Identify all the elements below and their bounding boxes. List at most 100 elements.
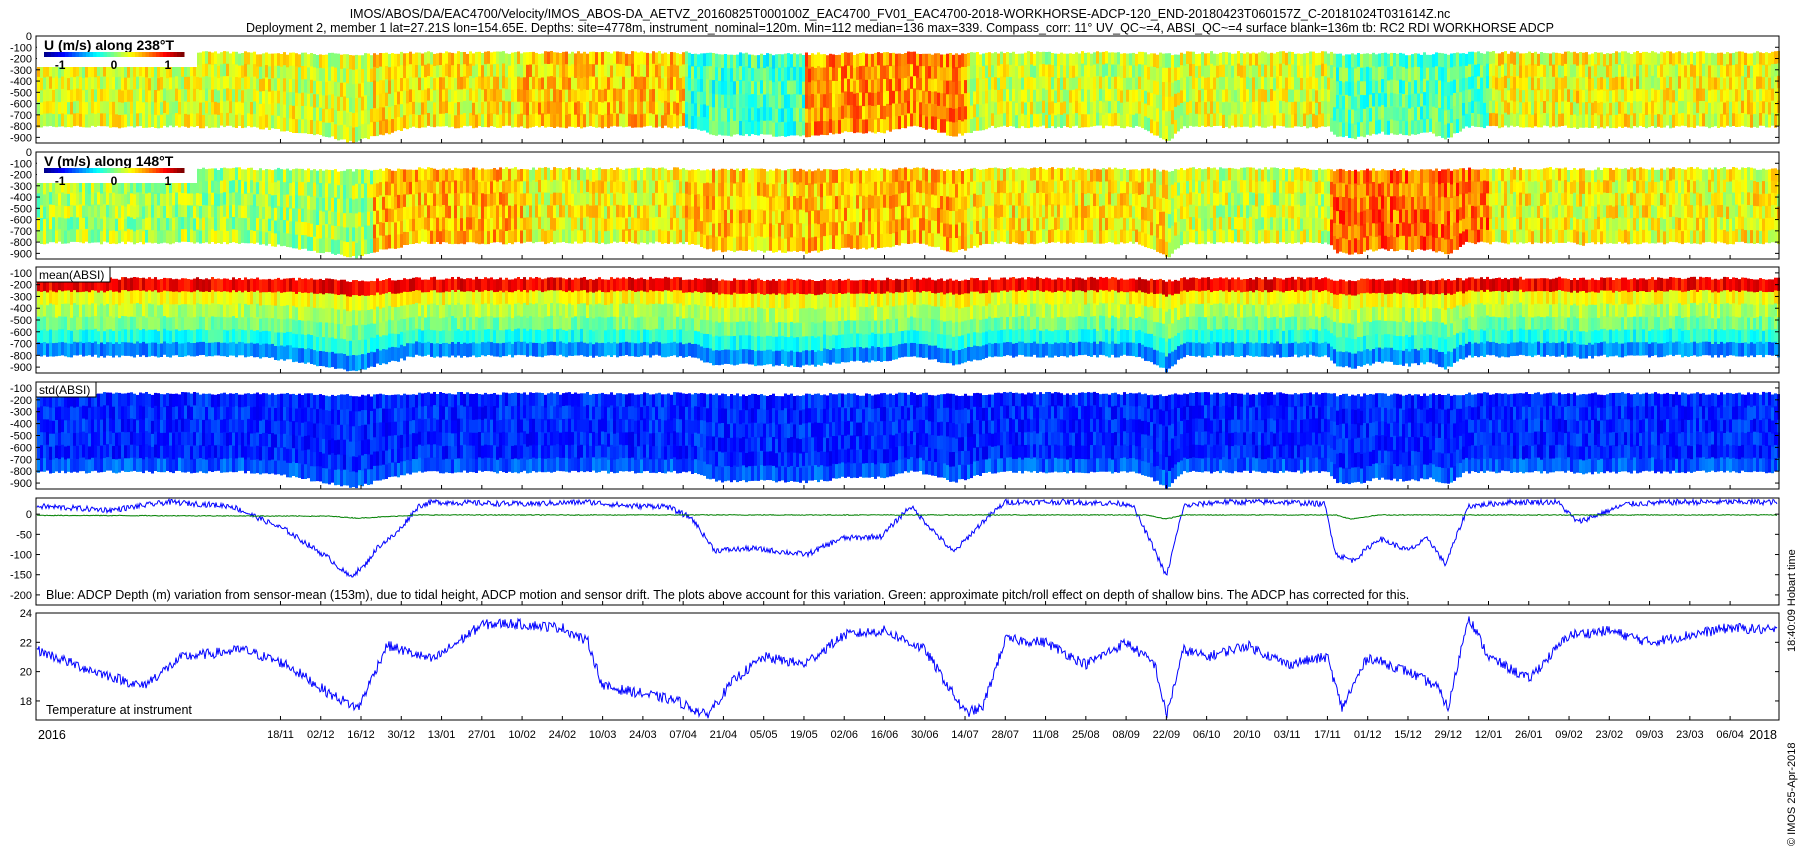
heatmap-cell	[811, 53, 814, 68]
heatmap-cell	[229, 53, 232, 66]
heatmap-cell	[340, 198, 343, 214]
heatmap-cell	[1264, 52, 1267, 66]
heatmap-cell	[1258, 52, 1261, 66]
heatmap-cell	[1480, 102, 1483, 115]
heatmap-cell	[949, 121, 952, 136]
heatmap-cell	[667, 53, 670, 67]
heatmap-cell	[1066, 102, 1069, 115]
heatmap-cell	[478, 76, 481, 90]
heatmap-cell	[1141, 77, 1144, 91]
colorbar-swatch	[145, 52, 150, 57]
heatmap-cell	[547, 180, 550, 194]
heatmap-cell	[109, 230, 112, 244]
heatmap-cell	[424, 229, 427, 243]
heatmap-cell	[1462, 103, 1465, 117]
heatmap-cell	[484, 51, 487, 65]
heatmap-cell	[1327, 65, 1330, 79]
heatmap-cell	[373, 66, 376, 82]
heatmap-cell	[508, 101, 511, 114]
heatmap-cell	[970, 92, 973, 107]
heatmap-cell	[235, 192, 238, 206]
heatmap-cell	[940, 67, 943, 81]
heatmap-cell	[493, 180, 496, 194]
heatmap-cell	[226, 100, 229, 114]
heatmap-cell	[253, 64, 256, 78]
heatmap-cell	[1273, 102, 1276, 116]
heatmap-cell	[571, 101, 574, 115]
heatmap-cell	[730, 236, 733, 251]
heatmap-cell	[1201, 100, 1204, 114]
heatmap-cell	[1051, 113, 1054, 127]
heatmap-cell	[1147, 105, 1150, 119]
heatmap-cell	[637, 167, 640, 181]
heatmap-cell	[1378, 53, 1381, 68]
heatmap-cell	[859, 79, 862, 94]
heatmap-cell	[124, 218, 127, 232]
heatmap-cell	[184, 217, 187, 230]
heatmap-cell	[556, 180, 559, 194]
heatmap-cell	[580, 90, 583, 104]
heatmap-cell	[340, 212, 343, 227]
heatmap-cell	[493, 217, 496, 231]
heatmap-cell	[586, 89, 589, 103]
heatmap-cell	[1591, 90, 1594, 104]
heatmap-cell	[337, 67, 340, 83]
heatmap-cell	[1609, 90, 1612, 104]
heatmap-cell	[181, 113, 184, 127]
heatmap-cell	[607, 77, 610, 91]
heatmap-cell	[487, 181, 490, 195]
heatmap-cell	[505, 192, 508, 207]
heatmap-cell	[865, 53, 868, 68]
heatmap-cell	[490, 113, 493, 127]
heatmap-cell	[1195, 89, 1198, 103]
heatmap-cell	[298, 106, 301, 121]
heatmap-cell	[1387, 120, 1390, 135]
heatmap-cell	[1363, 95, 1366, 110]
heatmap-cell	[916, 113, 919, 127]
heatmap-cell	[1081, 89, 1084, 103]
heatmap-cell	[595, 205, 598, 219]
heatmap-cell	[1192, 101, 1195, 115]
heatmap-cell	[571, 113, 574, 127]
heatmap-cell	[985, 52, 988, 66]
heatmap-cell	[307, 93, 310, 108]
heatmap-cell	[1453, 93, 1456, 107]
heatmap-cell	[736, 94, 739, 108]
heatmap-cell	[757, 121, 760, 136]
heatmap-cell	[463, 100, 466, 114]
heatmap-cell	[202, 230, 205, 244]
heatmap-cell	[601, 52, 604, 66]
heatmap-cell	[1030, 89, 1033, 103]
heatmap-cell	[538, 66, 541, 79]
heatmap-cell	[373, 53, 376, 68]
heatmap-cell	[1015, 90, 1018, 104]
heatmap-cell	[889, 66, 892, 80]
heatmap-cell	[49, 101, 52, 114]
heatmap-cell	[874, 92, 877, 107]
heatmap-cell	[1618, 52, 1621, 66]
heatmap-cell	[703, 104, 706, 118]
heatmap-cell	[634, 114, 637, 128]
heatmap-cell	[1291, 64, 1294, 78]
heatmap-cell	[253, 206, 256, 220]
heatmap-cell	[628, 89, 631, 103]
heatmap-cell	[43, 231, 46, 245]
heatmap-cell	[370, 211, 373, 226]
heatmap-cell	[316, 211, 319, 226]
heatmap-cell	[673, 180, 676, 194]
heatmap-cell	[454, 180, 457, 194]
heatmap-cell	[556, 229, 559, 243]
heatmap-cell	[577, 63, 580, 77]
heatmap-cell	[214, 218, 217, 232]
heatmap-cell	[535, 169, 538, 183]
heatmap-cell	[457, 76, 460, 90]
heatmap-cell	[310, 237, 313, 251]
heatmap-cell	[1636, 63, 1639, 77]
heatmap-cell	[595, 102, 598, 116]
heatmap-cell	[319, 196, 322, 212]
heatmap-cell	[364, 225, 367, 241]
heatmap-cell	[490, 101, 493, 114]
heatmap-cell	[610, 168, 613, 181]
heatmap-cell	[262, 91, 265, 105]
heatmap-cell	[322, 184, 325, 199]
